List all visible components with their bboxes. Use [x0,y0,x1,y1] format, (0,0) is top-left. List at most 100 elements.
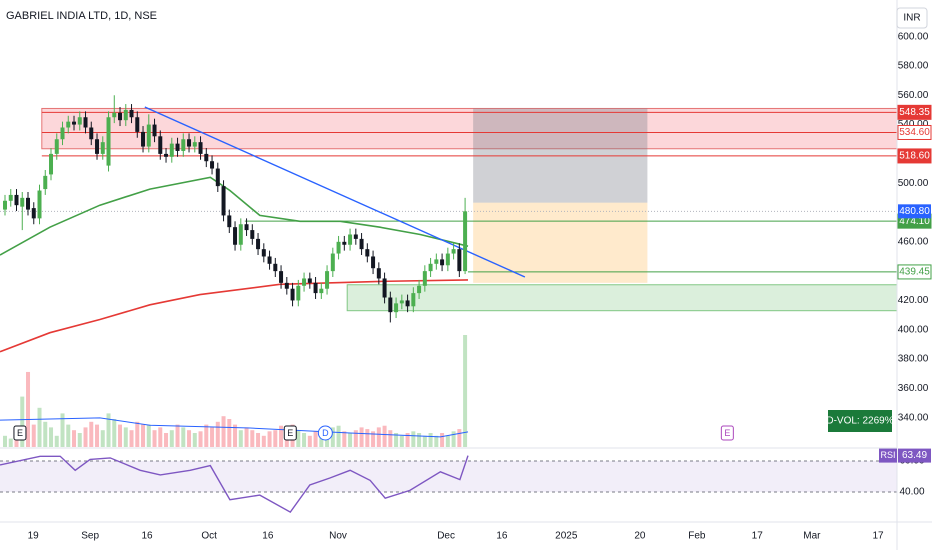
volume-bar [89,421,94,447]
candle-body [20,197,25,207]
candle-body [210,161,215,169]
volume-bar [250,430,255,447]
volume-bar [100,430,105,447]
volume-bar [66,424,71,447]
volume-bar [204,424,209,447]
x-tick-label: Oct [201,531,217,542]
candle-body [273,263,278,272]
candle-body [330,253,335,272]
event-marker-label: E [724,428,730,438]
candle-body [169,143,174,157]
candle-body [221,186,226,216]
level-label-box [897,148,932,164]
volume-bar [8,438,13,447]
rsi-tick-label: 40.00 [899,487,924,498]
event-marker-label: D [322,428,329,438]
volume-bar [49,427,54,447]
volume-bar [440,433,445,447]
level-label: 518.60 [899,151,930,162]
candle-body [227,215,232,228]
event-marker-label: E [17,428,23,438]
volume-bar [394,433,399,447]
volume-bar [279,425,284,447]
volume-bar [43,421,48,447]
volume-bar [445,435,450,447]
candle-body [3,200,8,210]
volume-bar [26,371,31,447]
candle-body [14,194,19,206]
volume-bar [192,433,197,447]
volume-bar [434,435,439,447]
volume-bar [382,425,387,447]
candle-body [215,168,220,187]
y-tick-label: 580.00 [898,61,929,72]
annotation-box [828,410,892,432]
candle-body [428,263,433,272]
volume-bar [83,427,88,447]
x-tick-label: Dec [437,531,455,542]
volume-bar [141,424,146,447]
trend-line [144,106,526,278]
level-label: 439.45 [899,267,930,278]
volume-bar [233,424,238,447]
volume-bar [417,433,422,447]
volume-bar [77,433,82,447]
candle-body [238,224,243,245]
event-marker [317,425,333,441]
volume-bar [313,431,318,447]
candle-body [112,112,117,118]
volume-bar [31,424,36,447]
volume-bar [405,433,410,447]
candle-body [376,268,381,279]
x-tick-label: Nov [329,531,347,542]
candle-body [290,288,295,301]
volume-bar [54,435,59,447]
volume-bar [330,427,335,447]
volume-bar [169,430,174,447]
level-label-box [897,264,932,280]
volume-bar [273,430,278,447]
candle-body [422,271,427,286]
candle-body [296,285,301,301]
volume-bar [118,424,123,447]
volume-bar [302,433,307,447]
candle-body [411,293,416,307]
level-label: 548.35 [899,107,930,118]
volume-bar [72,430,77,447]
volume-bar [336,425,341,447]
candle-body [233,227,238,245]
volume-bar [152,430,157,447]
candle-body [399,300,404,304]
candle-body [83,117,88,128]
candle-body [129,109,134,118]
x-tick-label: 20 [634,531,646,542]
candle-body [342,241,347,245]
x-tick-label: Mar [803,531,821,542]
y-tick-label: 500.00 [898,178,929,189]
event-marker [13,425,27,441]
volume-bar [244,427,249,447]
currency-box [896,7,928,29]
volume-bar [37,407,42,447]
zone [473,202,648,283]
candle-body [181,139,186,151]
volume-bar [164,433,169,447]
volume-bar [187,430,192,447]
event-marker [720,425,734,441]
volume-bar [353,430,358,447]
zone [41,107,898,150]
volume-bar [463,335,468,447]
candle-body [164,153,169,157]
candle-body [77,117,82,125]
candle-body [417,285,422,294]
rsi-name: RSI [880,450,895,460]
rsi-band [0,460,897,492]
volume-bar [307,435,312,447]
volume-bar [348,433,353,447]
volume-bar [388,430,393,447]
candle-body [302,278,307,286]
candle-body [31,208,36,219]
candle-body [353,234,358,239]
candle-body [26,197,31,210]
